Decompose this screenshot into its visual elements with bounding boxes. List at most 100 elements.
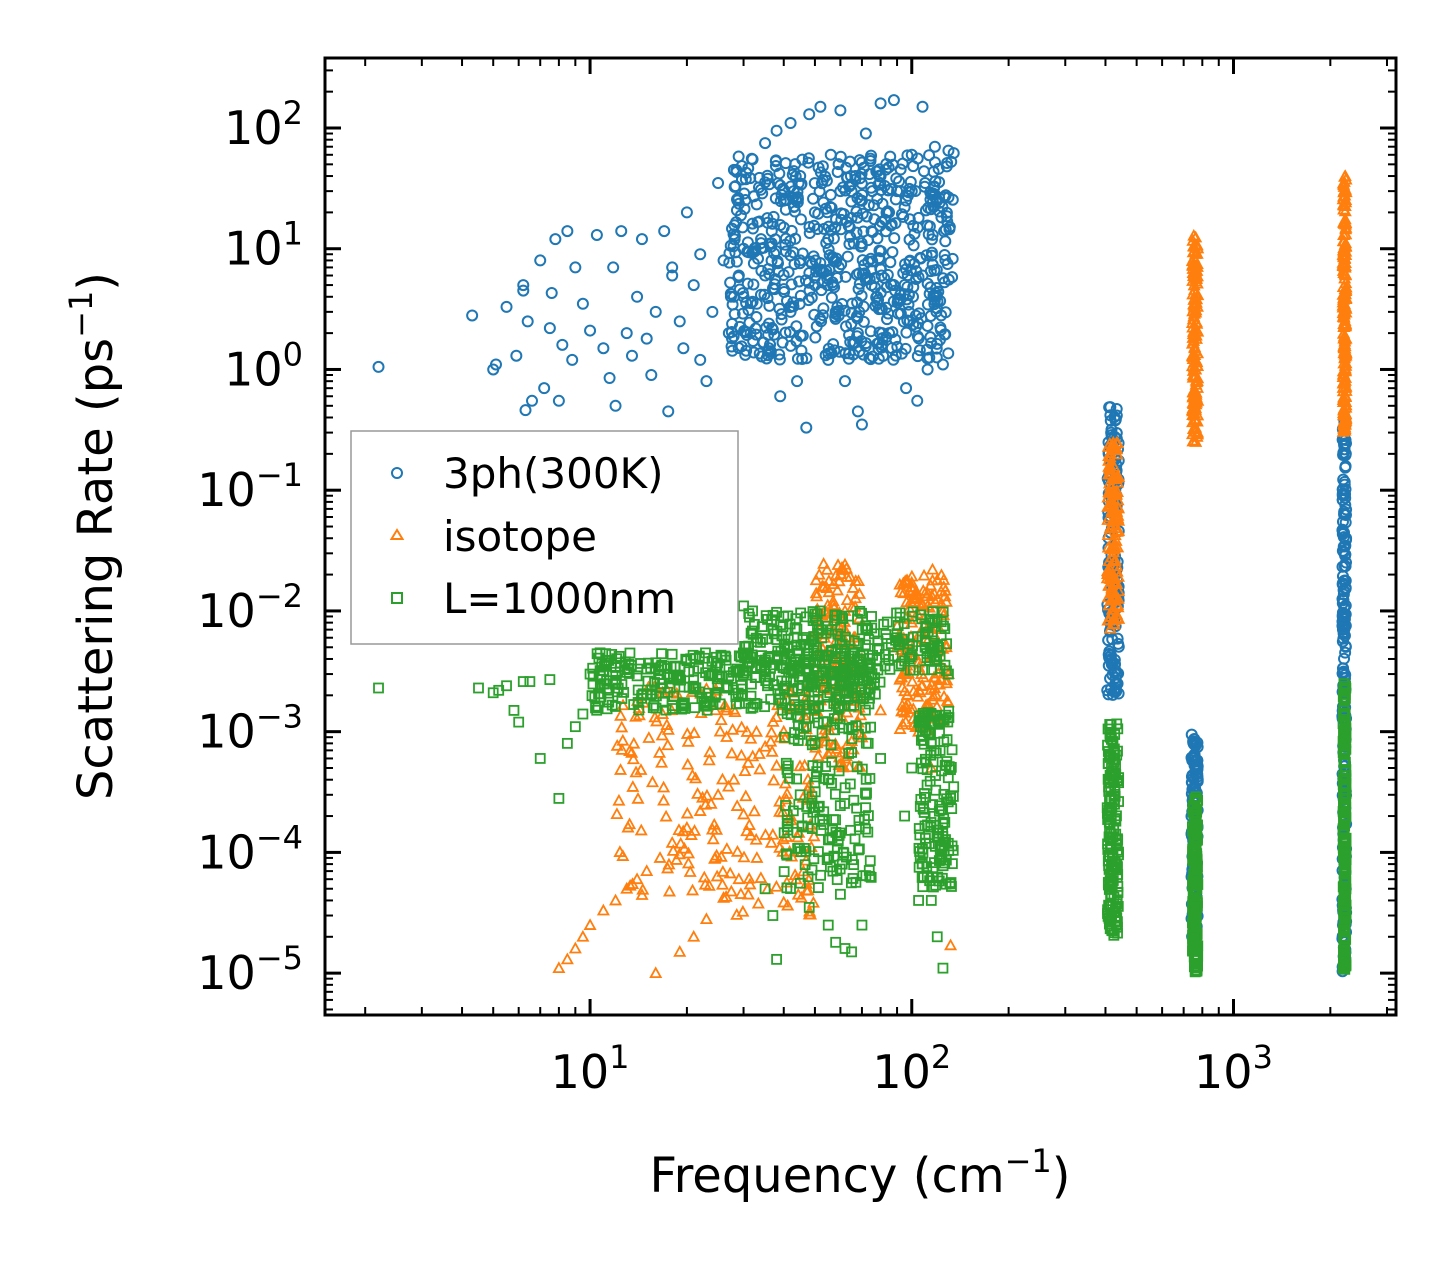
data-point: [739, 789, 753, 802]
data-point: [766, 827, 780, 840]
data-point: [937, 689, 951, 702]
data-point: [616, 849, 630, 861]
data-point: [937, 272, 950, 285]
data-point: [803, 638, 815, 650]
data-point: [1107, 900, 1119, 912]
data-point: [795, 639, 807, 651]
data-point: [1339, 267, 1353, 280]
data-point: [661, 861, 675, 874]
data-point: [822, 574, 836, 586]
data-point: [855, 240, 868, 253]
data-point: [1106, 860, 1117, 871]
data-point: [943, 668, 954, 680]
data-point: [839, 631, 851, 643]
data-point: [911, 394, 924, 407]
data-point: [873, 643, 885, 654]
data-point: [930, 573, 944, 586]
data-point: [895, 703, 909, 716]
data-point: [667, 670, 679, 682]
data-point: [629, 765, 643, 778]
data-point: [941, 734, 953, 746]
data-point: [856, 254, 869, 267]
data-point: [920, 756, 932, 768]
data-point: [874, 245, 887, 258]
data-point: [934, 663, 946, 674]
data-point: [731, 663, 743, 675]
data-point: [784, 305, 797, 318]
data-point: [826, 594, 840, 607]
data-point: [843, 238, 856, 251]
data-point: [784, 703, 796, 715]
y-tick-label-base: 10: [197, 946, 256, 1000]
data-point: [918, 803, 929, 815]
data-point: [576, 297, 589, 310]
data-point: [687, 726, 701, 739]
data-point: [662, 884, 677, 897]
data-point: [802, 907, 816, 920]
data-point: [728, 705, 742, 718]
data-point: [1338, 301, 1352, 314]
data-point: [796, 247, 809, 260]
data-point: [942, 347, 955, 360]
data-point: [839, 943, 851, 954]
data-point: [906, 762, 918, 774]
data-point: [1185, 751, 1198, 764]
data-point: [1338, 694, 1350, 706]
data-point: [610, 807, 624, 819]
data-point: [1191, 775, 1204, 788]
data-point: [793, 647, 805, 659]
data-point: [764, 734, 778, 747]
data-point: [1191, 288, 1205, 301]
data-point: [777, 895, 791, 908]
data-point: [883, 327, 896, 340]
data-point: [534, 753, 546, 764]
data-point: [931, 194, 944, 207]
data-point: [937, 580, 951, 592]
data-point: [894, 585, 908, 598]
data-point: [694, 248, 707, 261]
data-point: [750, 297, 763, 310]
x-tick-label: 102: [872, 1038, 951, 1099]
data-point: [666, 261, 679, 274]
data-point: [814, 813, 826, 825]
data-point: [513, 716, 525, 728]
data-point: [1187, 408, 1201, 421]
data-point: [928, 670, 942, 683]
data-point: [851, 574, 866, 587]
data-point: [935, 854, 947, 865]
data-point: [925, 233, 938, 246]
data-point: [714, 661, 726, 673]
data-point: [784, 117, 797, 130]
data-point: [661, 738, 675, 751]
data-point: [792, 719, 804, 731]
data-point: [543, 322, 556, 335]
data-point: [851, 312, 864, 325]
data-point: [847, 348, 860, 361]
data-point: [1337, 241, 1351, 253]
data-point: [687, 929, 701, 942]
data-point: [755, 233, 768, 246]
data-point: [864, 773, 876, 784]
data-point: [896, 576, 910, 589]
data-point: [817, 580, 831, 592]
data-point: [904, 638, 915, 650]
data-point: [1109, 783, 1121, 794]
data-point: [775, 313, 788, 326]
data-point: [779, 792, 793, 805]
data-point: [712, 177, 725, 190]
data-point: [832, 574, 846, 587]
data-point: [720, 730, 734, 742]
data-point: [601, 703, 613, 715]
data-point: [1104, 682, 1117, 695]
data-point: [931, 337, 944, 350]
data-point: [1107, 617, 1121, 629]
data-point: [597, 665, 609, 677]
data-point: [726, 344, 739, 357]
data-point: [853, 843, 865, 855]
data-point: [544, 674, 556, 685]
data-point: [928, 651, 940, 663]
legend-label-3ph: 3ph(300K): [443, 449, 663, 498]
data-point: [933, 176, 946, 189]
data-point: [1340, 437, 1353, 450]
data-point: [732, 341, 745, 354]
